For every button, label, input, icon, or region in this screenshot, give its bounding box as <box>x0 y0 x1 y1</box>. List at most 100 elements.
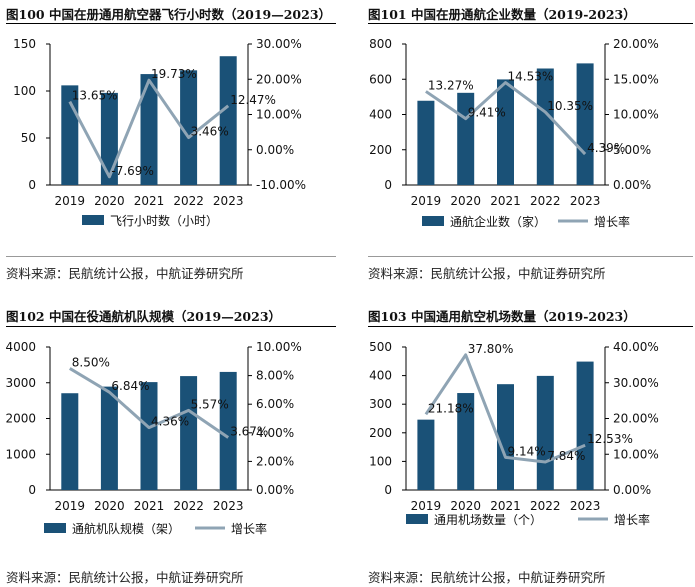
legend-bar-swatch <box>82 215 104 225</box>
right-tick-label: 8.00% <box>256 369 294 383</box>
point-label-2020: 37.80% <box>468 342 514 356</box>
left-tick-label: 150 <box>13 37 36 51</box>
x-tick-label: 2022 <box>173 499 204 513</box>
left-tick-label: 4000 <box>5 340 36 354</box>
left-tick-label: 400 <box>369 369 392 383</box>
chart-svg: 0 1000 2000 3000 4000 0.00% 2.00% 4.00% 6.00% 8.0… <box>5 340 302 536</box>
left-tick-label: 200 <box>369 426 392 440</box>
point-label-2023: 3.67% <box>230 425 268 439</box>
title-rule <box>368 326 693 327</box>
legend-line-label: 增长率 <box>594 214 630 229</box>
x-tick-label: 2023 <box>570 499 601 513</box>
bar-2023 <box>576 361 594 490</box>
point-label-2023: 12.47% <box>230 93 276 107</box>
x-tick-label: 2021 <box>490 499 521 513</box>
point-label-2020: 6.84% <box>111 379 149 393</box>
left-tick-label: 100 <box>13 84 36 98</box>
x-tick-label: 2020 <box>94 499 125 513</box>
right-tick-label: 5.00% <box>613 143 651 157</box>
left-tick-label: 2000 <box>5 412 36 426</box>
source-note: 资料来源：民航统计公报，中航证券研究所 <box>6 570 244 585</box>
right-tick-label: 6.00% <box>256 397 294 411</box>
bar-2021 <box>140 382 158 490</box>
chart-svg: 0 100 200 300 400 500 0.00% 10.00% 20.00% 30.00% 4… <box>369 340 659 527</box>
bar-2021 <box>140 74 158 185</box>
x-tick-label: 2023 <box>213 194 244 208</box>
x-tick-label: 2022 <box>530 194 561 208</box>
bar-2023 <box>219 371 237 490</box>
left-tick-label: 3000 <box>5 376 36 390</box>
chart-title: 图102 中国在役通航机队规模（2019—2023） <box>6 309 282 324</box>
left-tick-label: 200 <box>369 143 392 157</box>
left-tick-label: 100 <box>369 454 392 468</box>
source-note: 资料来源：民航统计公报，中航证券研究所 <box>368 570 606 585</box>
right-tick-label: 40.00% <box>613 340 659 354</box>
bar-2020 <box>100 386 118 490</box>
bar-2022 <box>536 375 554 490</box>
point-label-2021: 9.14% <box>508 444 546 458</box>
right-tick-label: 10.00% <box>256 108 302 122</box>
right-tick-label: 20.00% <box>613 37 659 51</box>
x-tick-label: 2019 <box>55 499 86 513</box>
point-label-2019: 13.65% <box>72 89 118 103</box>
right-tick-label: 0.00% <box>613 178 651 192</box>
title-rule <box>368 23 693 24</box>
left-tick-label: 600 <box>369 72 392 86</box>
point-label-2021: 4.36% <box>151 415 189 429</box>
point-label-2019: 21.18% <box>428 401 474 415</box>
bar-2021 <box>497 384 514 490</box>
left-tick-label: 0 <box>384 483 392 497</box>
bar-2022 <box>536 68 554 185</box>
chart-svg: 0 50 100 150 -10.00% 0.00% 10.00% 20.00% 30.00% 2… <box>13 37 306 228</box>
title-rule <box>6 326 336 327</box>
point-label-2023: 12.53% <box>587 432 633 446</box>
right-tick-label: 10.00% <box>256 340 302 354</box>
source-rule <box>6 256 336 257</box>
right-tick-label: 4.00% <box>256 426 294 440</box>
x-tick-label: 2022 <box>173 194 204 208</box>
chart-panel-fleet-size: 图102 中国在役通航机队规模（2019—2023） 0 1000 2000 3000… <box>0 300 345 587</box>
chart-panel-flight-hours: 图100 中国在册通用航空器飞行小时数（2019—2023） 0 50 100 150… <box>0 0 345 290</box>
bar-2023 <box>576 63 594 186</box>
source-note: 资料来源：民航统计公报，中航证券研究所 <box>368 266 606 281</box>
legend-line-label: 增长率 <box>614 512 650 527</box>
right-tick-label: 10.00% <box>613 108 659 122</box>
left-tick-label: 500 <box>369 340 392 354</box>
chart-title: 图100 中国在册通用航空器飞行小时数（2019—2023） <box>6 7 332 22</box>
x-tick-label: 2021 <box>134 499 165 513</box>
right-tick-label: 0.00% <box>256 143 294 157</box>
title-rule <box>6 23 336 24</box>
bar-2020 <box>457 393 475 490</box>
point-label-2022: 3.46% <box>191 125 229 139</box>
point-label-2022: 5.57% <box>191 397 229 411</box>
legend-bar-label: 飞行小时数（小时） <box>110 213 218 228</box>
growth-rate-line <box>424 353 586 464</box>
bar-2019 <box>417 100 435 185</box>
x-tick-label: 2023 <box>213 499 244 513</box>
left-tick-label: 1000 <box>5 447 36 461</box>
x-tick-label: 2019 <box>55 194 86 208</box>
bar-2021 <box>497 79 514 185</box>
left-tick-label: 0 <box>384 178 392 192</box>
chart-panel-ga-companies: 图101 中国在册通航企业数量（2019-2023） 0 200 400 600 800… <box>350 0 695 290</box>
chart-title: 图103 中国通用航空机场数量（2019-2023） <box>368 309 636 324</box>
right-tick-label: 10.00% <box>613 447 659 461</box>
growth-rate-line <box>425 81 587 156</box>
right-tick-label: 20.00% <box>613 412 659 426</box>
bar-2019 <box>61 393 79 490</box>
growth-rate-line <box>68 78 230 179</box>
legend-bar-label: 通航机队规模（架） <box>72 521 180 536</box>
point-label-2021: 19.73% <box>151 67 197 81</box>
source-rule <box>368 256 693 257</box>
left-tick-label: 0 <box>28 178 36 192</box>
point-label-2020: 9.41% <box>468 106 506 120</box>
x-tick-label: 2020 <box>450 499 481 513</box>
legend-line-label: 增长率 <box>231 521 267 536</box>
legend-bar-label: 通用机场数量（个） <box>434 512 542 527</box>
bar-2020 <box>100 92 118 185</box>
left-tick-label: 0 <box>28 483 36 497</box>
bar-2023 <box>219 56 237 185</box>
point-label-2021: 14.53% <box>508 70 554 84</box>
bar-2022 <box>180 70 198 185</box>
bar-2019 <box>417 419 435 490</box>
